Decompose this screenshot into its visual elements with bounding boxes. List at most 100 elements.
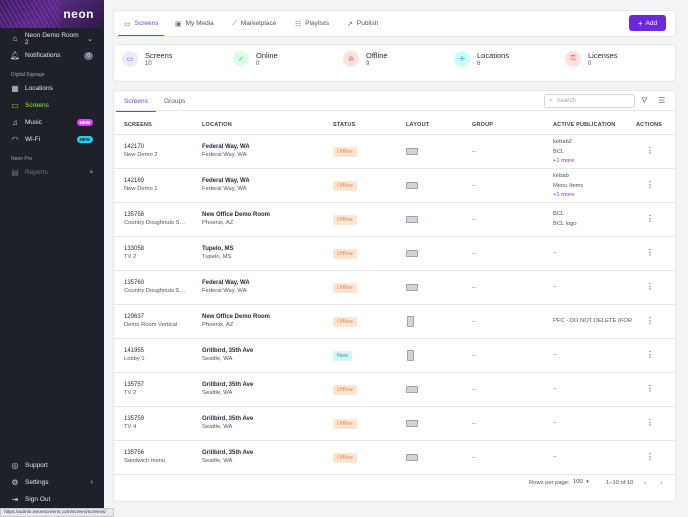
location-city: Phoenix, AZ (202, 220, 234, 226)
location-cell: Grillbird, 35th Ave Seattle, WA (202, 450, 253, 464)
tab-screens[interactable]: ▭ Screens (117, 11, 166, 36)
screen-cell[interactable]: 135756 Sandwich menu (124, 450, 186, 464)
monitor-off-icon: ⊘ (343, 51, 359, 67)
bell-icon: 🔔︎ (9, 51, 21, 60)
screen-name: New Demo 1 (124, 186, 158, 192)
location-cell: Grillbird, 35th Ave Seattle, WA (202, 348, 253, 362)
sidebar-item-reports[interactable]: ▤ Reports 🔒︎ (0, 164, 104, 181)
sub-tabs: Screens Groups ⌕ ⛛ ☰ (114, 91, 675, 112)
col-group[interactable]: GROUP (472, 122, 494, 128)
publication-name: BCL (553, 211, 565, 217)
col-status[interactable]: STATUS (333, 122, 356, 128)
screen-id: 142169 (124, 178, 145, 184)
table-row[interactable]: 135760 Country Doughnuts Scr... Federal Wa… (114, 271, 675, 305)
table-row[interactable]: 129637 Demo Room Vertical New Office Demo … (114, 305, 675, 339)
add-button[interactable]: + Add (629, 15, 666, 31)
new-badge: NEW (76, 119, 93, 126)
subtab-screens[interactable]: Screens (116, 91, 156, 112)
rows-per-page-value: 100 (573, 479, 583, 485)
more-actions-icon[interactable]: ⋮ (646, 316, 654, 325)
screen-cell[interactable]: 135759 TV 4 (124, 416, 186, 430)
license-icon: ⚿ (565, 51, 581, 67)
screen-cell[interactable]: 135757 TV 2 (124, 382, 186, 396)
stats-bar: ▭ Screens 10 ✓ Online 0 ⊘ Offline 9 ✛ Locat… (114, 45, 675, 81)
group-value: -- (472, 319, 476, 325)
sidebar-item-wifi[interactable]: ◠ Wi-Fi NEW (0, 131, 104, 148)
search-icon: ⌕ (549, 97, 553, 104)
more-actions-icon[interactable]: ⋮ (646, 384, 654, 393)
active-publication-cell: -- (553, 283, 633, 293)
screen-cell[interactable]: 129637 Demo Room Vertical (124, 314, 186, 328)
building-icon: ▦ (11, 84, 19, 93)
more-actions-icon[interactable]: ⋮ (646, 452, 654, 461)
screen-id: 135760 (124, 280, 145, 286)
sidebar-item-screens[interactable]: ▭ Screens (0, 97, 104, 114)
screen-cell[interactable]: 141955 Lobby 1 (124, 348, 186, 362)
screen-cell[interactable]: 133058 TV 2 (124, 246, 186, 260)
table-row[interactable]: 141955 Lobby 1 Grillbird, 35th Ave Seattle,… (114, 339, 675, 373)
filter-icon[interactable]: ⛛ (641, 96, 648, 105)
group-value: -- (472, 217, 476, 223)
more-actions-icon[interactable]: ⋮ (646, 248, 654, 257)
col-active-publication[interactable]: ACTIVE PUBLICATION (553, 122, 616, 128)
col-screens[interactable]: SCREENS (124, 122, 152, 128)
share-icon: ↗ (347, 20, 353, 28)
table-row[interactable]: 142170 New Demo 2 Federal Way, WA Federal W… (114, 135, 675, 169)
col-location[interactable]: LOCATION (202, 122, 232, 128)
monitor-icon: ▭ (124, 20, 131, 28)
more-actions-icon[interactable]: ⋮ (646, 214, 654, 223)
status-badge: Offline (333, 283, 357, 293)
more-actions-icon[interactable]: ⋮ (646, 350, 654, 359)
screen-cell[interactable]: 135758 Country Doughnuts Scr... (124, 212, 186, 226)
more-publications-link[interactable]: +1 more (553, 192, 575, 198)
table-row[interactable]: 135759 TV 4 Grillbird, 35th Ave Seattle, WA… (114, 407, 675, 441)
status-badge: Offline (333, 147, 357, 157)
search-input[interactable] (556, 98, 627, 104)
screen-cell[interactable]: 135760 Country Doughnuts Scr... (124, 280, 186, 294)
monitor-check-icon: ✓ (233, 51, 249, 67)
more-actions-icon[interactable]: ⋮ (646, 146, 654, 155)
location-city: Phoenix, AZ (202, 322, 234, 328)
publication-name: -- (553, 454, 557, 460)
sign-out-icon: ⇥ (11, 495, 19, 504)
rows-per-page-select[interactable]: 100 ▾ (573, 479, 589, 485)
more-actions-icon[interactable]: ⋮ (646, 418, 654, 427)
sidebar-item-label: Settings (25, 479, 49, 486)
tab-my-media[interactable]: ▣ My Media (175, 11, 214, 36)
tab-playlists[interactable]: ☷ Playlists (295, 11, 329, 36)
workspace-selector[interactable]: ⌂ Neon Demo Room 2 ⌄ (0, 30, 104, 47)
table-row[interactable]: 135757 TV 2 Grillbird, 35th Ave Seattle, WA… (114, 373, 675, 407)
next-page-icon[interactable]: › (660, 478, 663, 487)
tab-marketplace[interactable]: ⟋ Marketplace (232, 11, 276, 36)
sidebar-item-sign-out[interactable]: ⇥ Sign Out (0, 491, 104, 508)
table-row[interactable]: 135758 Country Doughnuts Scr... New Office… (114, 203, 675, 237)
search-box[interactable]: ⌕ (544, 94, 635, 108)
location-cell: Federal Way, WA Federal Way, WA (202, 280, 250, 294)
col-layout[interactable]: LAYOUT (406, 122, 430, 128)
sidebar-item-settings[interactable]: ⚙ Settings › (0, 474, 104, 491)
tab-publish[interactable]: ↗ Publish (347, 11, 378, 36)
more-actions-icon[interactable]: ⋮ (646, 282, 654, 291)
sidebar-item-support[interactable]: ◎ Support (0, 457, 104, 474)
screen-cell[interactable]: 142170 New Demo 2 (124, 144, 186, 158)
publication-name: kebab2 (553, 139, 573, 145)
prev-page-icon[interactable]: ‹ (644, 478, 647, 487)
sidebar-item-locations[interactable]: ▦ Locations (0, 80, 104, 97)
sidebar-item-notifications[interactable]: 🔔︎ Notifications 0 (0, 47, 104, 64)
rows-per-page-label: Rows per page: (529, 480, 570, 486)
table-row[interactable]: 133058 TV 2 Tupelo, MS Tupelo, MS Offline -- -… (114, 237, 675, 271)
location-name: Grillbird, 35th Ave (202, 450, 254, 456)
subtab-groups[interactable]: Groups (164, 97, 186, 105)
sort-icon[interactable]: ☰ (658, 96, 666, 105)
screen-name: TV 2 (124, 254, 137, 260)
table-row[interactable]: 135756 Sandwich menu Grillbird, 35th Ave Se… (114, 441, 675, 475)
status-badge: New (333, 351, 353, 361)
more-actions-icon[interactable]: ⋮ (646, 180, 654, 189)
sidebar-item-music[interactable]: ♫ Music NEW (0, 114, 104, 131)
table-row[interactable]: 142169 New Demo 1 Federal Way, WA Federal W… (114, 169, 675, 203)
group-value: -- (472, 353, 476, 359)
neon-logo[interactable]: neon (63, 7, 94, 21)
group-value: -- (472, 387, 476, 393)
screen-cell[interactable]: 142169 New Demo 1 (124, 178, 186, 192)
more-publications-link[interactable]: +1 more (553, 158, 575, 164)
